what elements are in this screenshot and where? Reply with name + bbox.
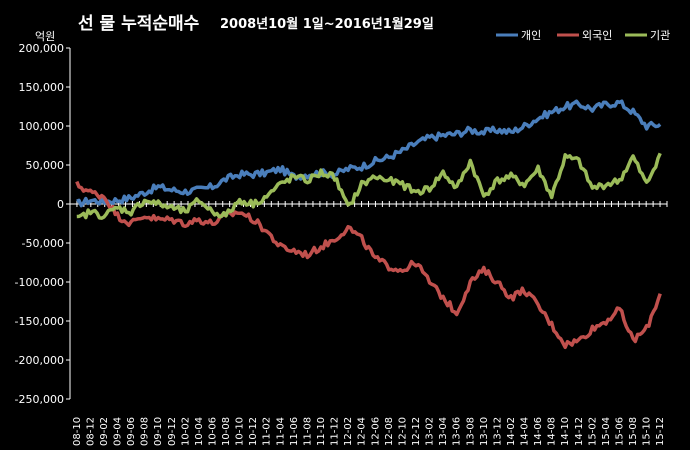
x-tick-label: 13-06 (452, 417, 463, 446)
x-tick-label: 11-04 (275, 417, 286, 446)
y-tick-label: 100,000 (19, 120, 65, 133)
y-tick-label: -250,000 (15, 393, 64, 406)
legend-label: 외국인 (582, 29, 612, 42)
y-tick-label: -200,000 (15, 354, 64, 367)
series-lines (75, 99, 662, 350)
x-tick-label: 11-02 (262, 417, 273, 446)
x-tick-label: 15-06 (615, 417, 626, 446)
x-tick-label: 10-08 (221, 417, 232, 446)
x-tick-label: 15-08 (628, 417, 639, 446)
x-tick-label: 11-08 (302, 417, 313, 446)
x-tick-label: 13-10 (479, 417, 490, 446)
y-tick-label: -50,000 (22, 237, 64, 250)
x-tick-label: 12-12 (411, 417, 422, 446)
x-tick-label: 13-04 (438, 417, 449, 446)
x-tick-label: 09-06 (126, 417, 137, 446)
x-tick-label: 10-04 (194, 417, 205, 446)
x-tick-label: 09-04 (112, 417, 123, 446)
x-tick-label: 11-10 (316, 417, 327, 446)
y-tick-label: -100,000 (15, 276, 64, 289)
series-line-2 (76, 152, 662, 220)
x-tick-label: 14-08 (547, 417, 558, 446)
y-tick-label: 0 (57, 198, 64, 211)
y-tick-label: -150,000 (15, 315, 64, 328)
y-tick-label: 200,000 (19, 42, 65, 55)
chart-subtitle: 2008년10월 1일~2016년1월29일 (220, 16, 434, 32)
x-tick-label: 14-02 (506, 417, 517, 446)
series-line-1 (75, 180, 662, 350)
x-tick-label: 11-12 (330, 417, 341, 446)
x-tick-label: 13-12 (492, 417, 503, 446)
x-axis-ticks: 08-10 08-12 09-02 09-04 09-06 09-08 09-10 09-12… (69, 201, 668, 446)
x-tick-label: 12-02 (343, 417, 354, 446)
x-tick-label: 13-08 (465, 417, 476, 446)
x-tick-label: 08-10 (72, 417, 83, 446)
x-tick-label: 13-02 (425, 417, 436, 446)
x-tick-label: 09-12 (167, 417, 178, 446)
y-axis-ticks: 200,000 150,000 100,000 50,000 0 -50,000 -100,… (15, 42, 70, 406)
x-tick-label: 10-10 (235, 417, 246, 446)
y-tick-label: 50,000 (26, 159, 65, 172)
x-tick-label: 10-12 (248, 417, 259, 446)
x-tick-label: 10-06 (207, 417, 218, 446)
x-tick-label: 12-10 (397, 417, 408, 446)
x-tick-label: 14-04 (520, 417, 531, 446)
x-tick-label: 11-06 (289, 417, 300, 446)
x-tick-label: 08-12 (85, 417, 96, 446)
series-line-0 (76, 99, 662, 208)
x-tick-label: 15-10 (642, 417, 653, 446)
x-tick-label: 10-02 (180, 417, 191, 446)
legend-label: 개인 (521, 29, 541, 42)
y-axis-unit: 억원 (35, 30, 55, 43)
x-tick-label: 14-10 (560, 417, 571, 446)
x-tick-label: 15-04 (601, 417, 612, 446)
x-tick-label: 09-10 (153, 417, 164, 446)
x-tick-label: 09-02 (99, 417, 110, 446)
x-tick-label: 15-12 (655, 417, 666, 446)
x-tick-label: 15-02 (587, 417, 598, 446)
chart-title: 선 물 누적순매수 (78, 14, 200, 34)
x-tick-label: 14-12 (574, 417, 585, 446)
x-tick-label: 12-06 (370, 417, 381, 446)
x-tick-label: 12-08 (384, 417, 395, 446)
x-tick-label: 12-04 (357, 417, 368, 446)
x-tick-label: 14-06 (533, 417, 544, 446)
legend-label: 기관 (650, 29, 670, 42)
legend: 개인 외국인 기관 (496, 29, 670, 42)
y-tick-label: 150,000 (19, 81, 65, 94)
x-tick-label: 09-08 (140, 417, 151, 446)
